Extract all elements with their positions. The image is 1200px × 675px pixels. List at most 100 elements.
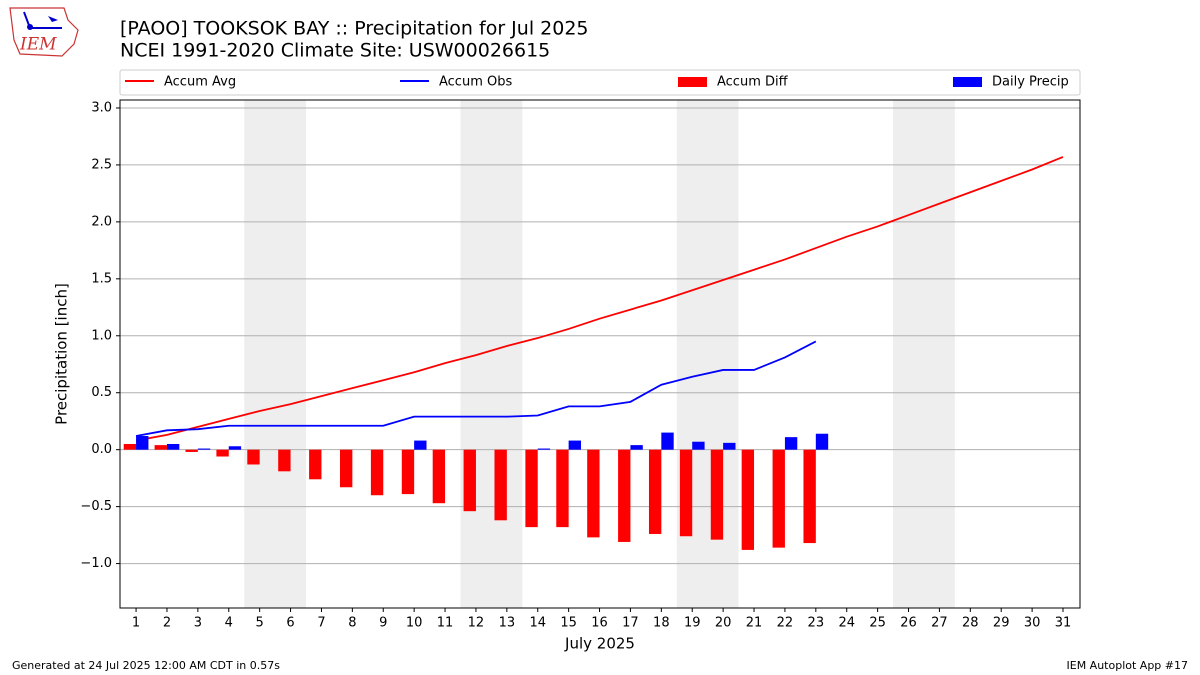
bar <box>136 436 149 450</box>
weekend-band <box>460 100 523 608</box>
bar <box>185 449 198 452</box>
footer-right: IEM Autoplot App #17 <box>1067 659 1189 672</box>
bar <box>339 449 353 488</box>
bar <box>784 437 798 450</box>
bar <box>278 449 291 472</box>
legend-swatch <box>678 77 707 87</box>
bar <box>216 449 229 457</box>
legend-label: Accum Obs <box>439 75 512 90</box>
y-tick-label: 1.0 <box>91 328 112 343</box>
bar <box>556 449 569 528</box>
bar <box>414 440 427 450</box>
x-tick-label: 7 <box>317 616 325 631</box>
line <box>135 340 817 437</box>
logo-text: IEM <box>19 35 57 55</box>
y-tick-label: −0.5 <box>80 499 112 514</box>
bar <box>741 449 755 550</box>
bar <box>432 449 446 504</box>
y-tick-label: 0.5 <box>91 385 112 400</box>
bar <box>661 432 674 450</box>
y-axis-label: Precipitation [inch] <box>53 283 71 425</box>
y-tick-label: 3.0 <box>91 100 112 115</box>
x-tick-label: 20 <box>715 616 732 631</box>
bar <box>723 442 736 450</box>
x-tick-label: 31 <box>1055 616 1072 631</box>
chart-title: [PAOO] TOOKSOK BAY :: Precipitation for … <box>120 18 589 40</box>
x-tick-label: 11 <box>437 616 454 631</box>
bar <box>587 449 600 538</box>
x-tick-label: 15 <box>560 616 577 631</box>
x-tick-label: 21 <box>746 616 763 631</box>
bar <box>494 449 507 521</box>
x-tick-label: 29 <box>993 616 1010 631</box>
chart-subtitle: NCEI 1991-2020 Climate Site: USW00026615 <box>120 40 550 62</box>
y-tick-label: 2.0 <box>91 214 112 229</box>
x-tick-label: 14 <box>529 616 546 631</box>
x-tick-label: 1 <box>132 616 140 631</box>
bar <box>618 449 631 542</box>
y-tick-label: 0.0 <box>91 442 112 457</box>
bar <box>370 449 384 496</box>
x-tick-label: 9 <box>379 616 387 631</box>
bar <box>166 443 180 450</box>
bar <box>247 449 260 465</box>
x-tick-label: 26 <box>900 616 917 631</box>
logo-icon <box>48 16 58 22</box>
x-tick-label: 12 <box>468 616 485 631</box>
bar <box>401 449 415 495</box>
line <box>135 156 1064 442</box>
x-tick-label: 25 <box>869 616 886 631</box>
bar <box>228 446 242 450</box>
y-tick-label: −1.0 <box>80 556 112 571</box>
x-tick-label: 22 <box>777 616 794 631</box>
legend-swatch <box>953 77 982 87</box>
footer-left: Generated at 24 Jul 2025 12:00 AM CDT in… <box>12 659 280 672</box>
bar <box>630 445 643 450</box>
bar <box>815 433 829 450</box>
bar <box>123 443 137 450</box>
x-tick-label: 13 <box>499 616 516 631</box>
x-tick-label: 19 <box>684 616 701 631</box>
bar <box>710 449 724 540</box>
bar <box>525 449 538 528</box>
x-tick-label: 18 <box>653 616 670 631</box>
bar <box>154 445 167 450</box>
legend-box <box>119 69 1081 96</box>
logo: IEM <box>9 7 79 57</box>
legend-label: Accum Diff <box>717 75 789 90</box>
bar <box>648 449 662 534</box>
bar <box>692 441 705 450</box>
x-tick-label: 6 <box>286 616 294 631</box>
x-axis-label: July 2025 <box>564 635 635 653</box>
x-tick-label: 24 <box>838 616 855 631</box>
x-tick-label: 30 <box>1024 616 1041 631</box>
x-tick-label: 4 <box>225 616 233 631</box>
x-tick-label: 23 <box>808 616 825 631</box>
x-tick-label: 5 <box>256 616 264 631</box>
bar <box>309 449 322 480</box>
weekend-band <box>893 100 955 608</box>
x-tick-label: 2 <box>163 616 171 631</box>
bar <box>537 448 551 450</box>
x-tick-label: 27 <box>931 616 948 631</box>
x-tick-label: 28 <box>962 616 979 631</box>
y-tick-label: 2.5 <box>91 157 112 172</box>
bar <box>463 449 476 512</box>
x-tick-label: 16 <box>591 616 608 631</box>
legend-label: Accum Avg <box>164 75 236 90</box>
x-tick-label: 17 <box>622 616 639 631</box>
legend-label: Daily Precip <box>992 75 1069 90</box>
x-tick-label: 8 <box>348 616 356 631</box>
bar <box>772 449 785 548</box>
x-tick-label: 10 <box>406 616 423 631</box>
weekend-band <box>244 100 307 608</box>
y-tick-label: 1.5 <box>91 271 112 286</box>
plot-frame <box>119 99 1081 609</box>
bar <box>197 448 211 450</box>
logo-icon <box>27 24 33 30</box>
bar <box>803 449 816 544</box>
bar <box>679 449 693 537</box>
x-tick-label: 3 <box>194 616 202 631</box>
bar <box>568 440 581 450</box>
